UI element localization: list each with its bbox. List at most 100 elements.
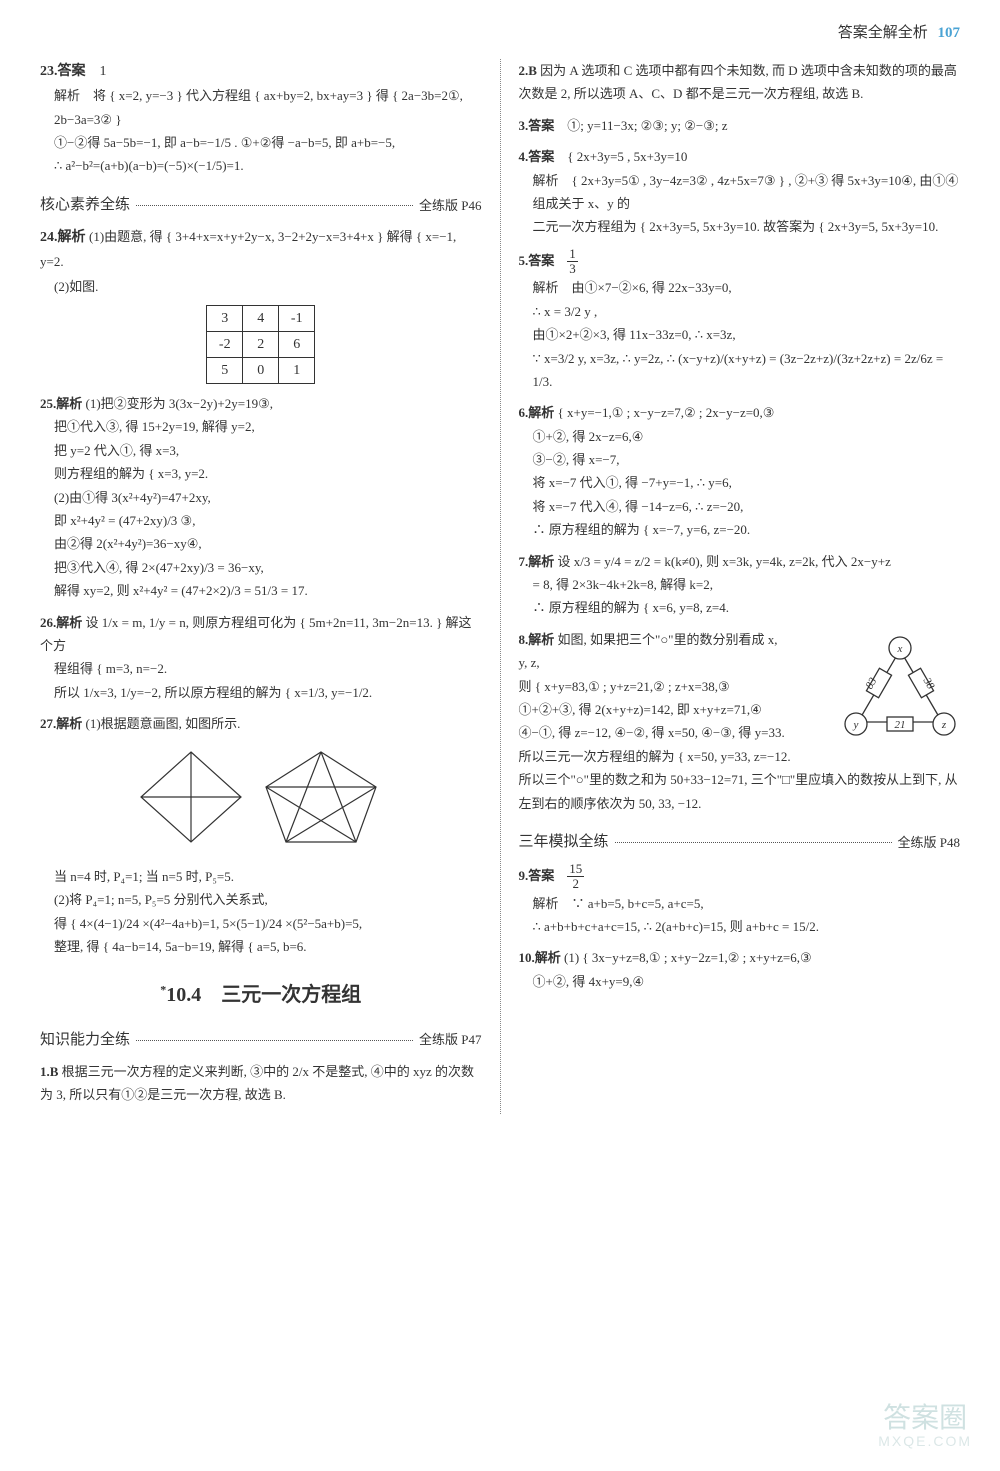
q25-l2: 把①代入③, 得 15+2y=19, 解得 y=2,	[54, 415, 482, 438]
q23-num: 23.答案	[40, 64, 86, 79]
q25: 25.解析 (1)把②变形为 3(3x−2y)+2y=19③, 把①代入③, 得…	[40, 392, 482, 603]
polygon-diagram	[131, 742, 391, 852]
q27-l4: 得 { 4×(4−1)/24 ×(4²−4a+b)=1, 5×(5−1)/24 …	[54, 912, 482, 935]
section-knowledge-title: 知识能力全练	[40, 1027, 130, 1054]
q7-num: 7.解析	[519, 554, 555, 569]
q5r: 5.答案 13 解析 由①×7−②×6, 得 22x−33y=0, ∴ x = …	[519, 247, 961, 394]
right-column: 2.B 因为 A 选项和 C 选项中都有四个未知数, 而 D 选项中含未知数的项…	[519, 59, 961, 1114]
q9r: 9.答案 152 解析 ∵ a+b=5, b+c=5, a+c=5, ∴ a+b…	[519, 862, 961, 938]
q8-num: 8.解析	[519, 632, 555, 647]
q24-l1: (1)由题意, 得 { 3+4+x=x+y+2y−x, 3−2+2y−x=3+4…	[40, 229, 456, 269]
q7-l3: ∴ 原方程组的解为 { x=6, y=8, z=4.	[533, 596, 961, 619]
q5-ans: 13	[567, 247, 578, 277]
q23-l3: ∴ a²−b²=(a+b)(a−b)=(−5)×(−1/5)=1.	[54, 154, 482, 177]
q24: 24.解析 (1)由题意, 得 { 3+4+x=x+y+2y−x, 3−2+2y…	[40, 225, 482, 384]
q24-l2: (2)如图.	[54, 275, 482, 298]
q27-diagram	[40, 742, 482, 859]
q6-l6: ∴ 原方程组的解为 { x=−7, y=6, z=−20.	[533, 518, 961, 541]
q24-table: 34-1 -226 501	[206, 305, 315, 385]
q4r: 4.答案 { 2x+3y=5 , 5x+3y=10 解析 { 2x+3y=5① …	[519, 145, 961, 239]
q24-num: 24.解析	[40, 230, 86, 245]
q25-num: 25.解析	[40, 396, 82, 411]
q3r: 3.答案 ①; y=11−3x; ②③; y; ②−③; z	[519, 114, 961, 137]
q23: 23.答案 1 解析 将 { x=2, y=−3 } 代入方程组 { ax+by…	[40, 59, 482, 178]
header-title: 答案全解全析	[838, 25, 928, 41]
q9-num: 9.答案	[519, 868, 555, 883]
q26-l2: 程组得 { m=3, n=−2.	[54, 657, 482, 680]
section-core: 核心素养全练 全练版 P46	[40, 192, 482, 219]
svg-text:y: y	[853, 719, 859, 731]
cell: -1	[279, 305, 315, 331]
q7-l1: 设 x/3 = y/4 = z/2 = k(k≠0), 则 x=3k, y=4k…	[558, 554, 891, 569]
cell: -2	[207, 331, 243, 357]
q9-l2: ∴ a+b+b+c+a+c=15, ∴ 2(a+b+c)=15, 则 a+b+c…	[533, 915, 961, 938]
cell: 4	[243, 305, 279, 331]
watermark-big: 答案圈	[883, 1402, 967, 1433]
q27: 27.解析 (1)根据题意画图, 如图所示. 当 n=4 时, P₄=1; 当 …	[40, 712, 482, 958]
q6-l4: 将 x=−7 代入①, 得 −7+y=−1, ∴ y=6,	[533, 471, 961, 494]
q25-l3: 把 y=2 代入①, 得 x=3,	[54, 439, 482, 462]
q10r: 10.解析 (1) { 3x−y+z=8,① ; x+y−2z=1,② ; x+…	[519, 946, 961, 993]
q25-l1: (1)把②变形为 3(3x−2y)+2y=19③,	[86, 396, 273, 411]
section-core-title: 核心素养全练	[40, 192, 130, 219]
svg-text:21: 21	[895, 719, 906, 731]
q25-l9: 解得 xy=2, 则 x²+4y² = (47+2×2)/3 = 51/3 = …	[54, 579, 482, 602]
q25-l4: 则方程组的解为 { x=3, y=2.	[54, 462, 482, 485]
q2r: 2.B 因为 A 选项和 C 选项中都有四个未知数, 而 D 选项中含未知数的项…	[519, 59, 961, 106]
q5-l1: 解析 由①×7−②×6, 得 22x−33y=0,	[533, 276, 961, 299]
q2-num: 2.B	[519, 63, 537, 78]
q4-l1: 解析 { 2x+3y=5① , 3y−4z=3② , 4z+5x=7③ } , …	[533, 169, 961, 216]
q5-l3: 由①×2+②×3, 得 11x−33z=0, ∴ x=3z,	[533, 323, 961, 346]
q27-l1: (1)根据题意画图, 如图所示.	[86, 716, 241, 731]
cell: 6	[279, 331, 315, 357]
q26-l1: 设 1/x = m, 1/y = n, 则原方程组可化为 { 5m+2n=11,…	[40, 615, 472, 653]
watermark-small: MXQE.COM	[878, 1434, 972, 1449]
q27-l2: 当 n=4 时, P₄=1; 当 n=5 时, P₅=5.	[54, 865, 482, 888]
q1-text: 根据三元一次方程的定义来判断, ③中的 2/x 不是整式, ④中的 xyz 的次…	[40, 1064, 474, 1102]
q27-l3: (2)将 P₄=1; n=5, P₅=5 分别代入关系式,	[54, 888, 482, 911]
dots-1	[136, 205, 413, 206]
cell: 5	[207, 357, 243, 383]
left-column: 23.答案 1 解析 将 { x=2, y=−3 } 代入方程组 { ax+by…	[40, 59, 482, 1114]
cell: 1	[279, 357, 315, 383]
q27-num: 27.解析	[40, 716, 82, 731]
q23-l2: ①−②得 5a−5b=−1, 即 a−b=−1/5 . ①+②得 −a−b=5,…	[54, 131, 482, 154]
q7r: 7.解析 设 x/3 = y/4 = z/2 = k(k≠0), 则 x=3k,…	[519, 550, 961, 620]
q4-num: 4.答案	[519, 149, 555, 164]
section-knowledge-ref: 全练版 P47	[419, 1028, 481, 1051]
q10-l1: (1) { 3x−y+z=8,① ; x+y−2z=1,② ; x+y+z=6,…	[564, 950, 812, 965]
cell: 3	[207, 305, 243, 331]
q25-l7: 由②得 2(x²+4y²)=36−xy④,	[54, 532, 482, 555]
q6-l2: ①+②, 得 2x−z=6,④	[533, 425, 961, 448]
q26-num: 26.解析	[40, 615, 82, 630]
q6-l1: { x+y=−1,① ; x−y−z=7,② ; 2x−y−z=0,③	[558, 405, 775, 420]
q8-l7: 所以三个"○"里的数之和为 50+33−12=71, 三个"□"里应填入的数按从…	[519, 768, 961, 815]
q27-l5: 整理, 得 { 4a−b=14, 5a−b=19, 解得 { a=5, b=6.	[54, 935, 482, 958]
q4-ans: { 2x+3y=5 , 5x+3y=10	[567, 149, 687, 164]
q6r: 6.解析 { x+y=−1,① ; x−y−z=7,② ; 2x−y−z=0,③…	[519, 401, 961, 541]
q1-num: 1.B	[40, 1064, 58, 1079]
q23-l1: 解析 将 { x=2, y=−3 } 代入方程组 { ax+by=2, bx+a…	[54, 84, 482, 131]
page-number: 107	[938, 25, 961, 41]
cell: 0	[243, 357, 279, 383]
chapter-title: *10.4 三元一次方程组	[40, 977, 482, 1013]
q25-l6: 即 x²+4y² = (47+2xy)/3 ③,	[54, 509, 482, 532]
chapter-text: 10.4 三元一次方程组	[166, 984, 361, 1006]
q9-ans: 152	[567, 862, 584, 892]
q25-l5: (2)由①得 3(x²+4y²)=47+2xy,	[54, 486, 482, 509]
q4-l2: 二元一次方程组为 { 2x+3y=5, 5x+3y=10. 故答案为 { 2x+…	[533, 215, 961, 238]
q5-num: 5.答案	[519, 253, 555, 268]
svg-text:x: x	[897, 643, 903, 655]
section-core-ref: 全练版 P46	[419, 194, 481, 217]
q3-text: ①; y=11−3x; ②③; y; ②−③; z	[567, 118, 727, 133]
q9-l1: 解析 ∵ a+b=5, b+c=5, a+c=5,	[533, 892, 961, 915]
triangle-diagram: x y z 83 38 21	[840, 632, 960, 749]
q6-l5: 将 x=−7 代入④, 得 −14−z=6, ∴ z=−20,	[533, 495, 961, 518]
q5-l4: ∵ x=3/2 y, x=3z, ∴ y=2z, ∴ (x−y+z)/(x+y+…	[533, 347, 961, 394]
q7-l2: = 8, 得 2×3k−4k+2k=8, 解得 k=2,	[533, 573, 961, 596]
section-3y-ref: 全练版 P48	[898, 831, 960, 854]
cell: 2	[243, 331, 279, 357]
q10-num: 10.解析	[519, 950, 561, 965]
q25-l8: 把③代入④, 得 2×(47+2xy)/3 = 36−xy,	[54, 556, 482, 579]
q1: 1.B 根据三元一次方程的定义来判断, ③中的 2/x 不是整式, ④中的 xy…	[40, 1060, 482, 1107]
